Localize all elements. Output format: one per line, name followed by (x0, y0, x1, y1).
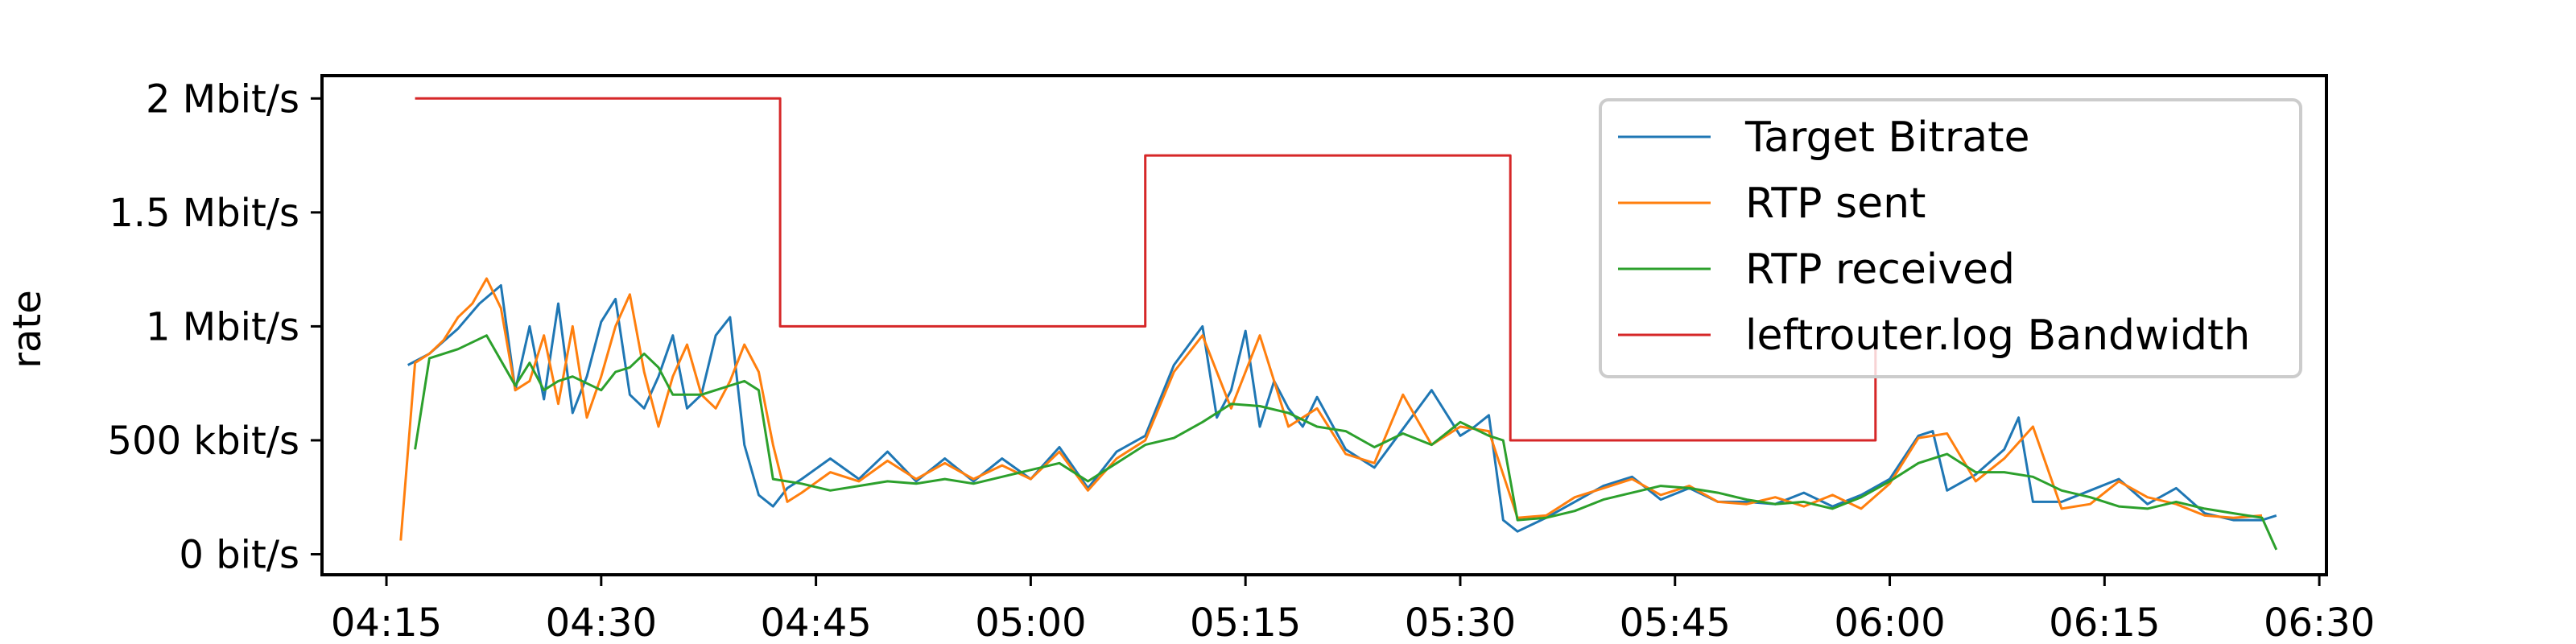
series-line-target-bitrate (407, 284, 2277, 533)
y-tick-label: 0 bit/s (179, 533, 299, 578)
tick-layer: 04:15 04:30 04:45 05:00 05:15 05:30 05:45 06:00… (108, 76, 2376, 644)
legend-label-target-bitrate: Target Bitrate (1744, 114, 2030, 162)
x-tick-label: 04:45 (760, 601, 871, 644)
series-line-leftrouter-log-bandwidth (415, 97, 1877, 442)
y-tick-label: 1 Mbit/s (146, 304, 299, 349)
y-tick-label: 500 kbit/s (108, 419, 299, 464)
y-tick-label: 2 Mbit/s (146, 76, 299, 122)
legend-label-rtp-sent: RTP sent (1745, 180, 1926, 228)
legend-label-rtp-received: RTP received (1745, 246, 2015, 294)
x-tick-label: 06:00 (1834, 601, 1945, 644)
x-tick-label: 04:15 (331, 601, 442, 644)
x-tick-label: 06:30 (2264, 601, 2375, 644)
x-tick-label: 05:15 (1190, 601, 1301, 644)
series-line-rtp-sent (399, 277, 2263, 541)
y-axis-label: rate (5, 290, 50, 369)
series-layer (399, 97, 2278, 551)
x-tick-label: 05:45 (1620, 601, 1731, 644)
x-tick-label: 04:30 (546, 601, 657, 644)
x-tick-label: 06:15 (2049, 601, 2160, 644)
x-tick-label: 05:00 (975, 601, 1086, 644)
x-tick-label: 05:30 (1405, 601, 1516, 644)
legend-box (1599, 98, 2302, 378)
legend: Target Bitrate RTP sent RTP received lef… (1599, 98, 2302, 378)
series-line-rtp-received (414, 334, 2278, 551)
y-tick-label: 1.5 Mbit/s (109, 191, 299, 236)
legend-label-leftrouter-bandwidth: leftrouter.log Bandwidth (1745, 312, 2250, 360)
